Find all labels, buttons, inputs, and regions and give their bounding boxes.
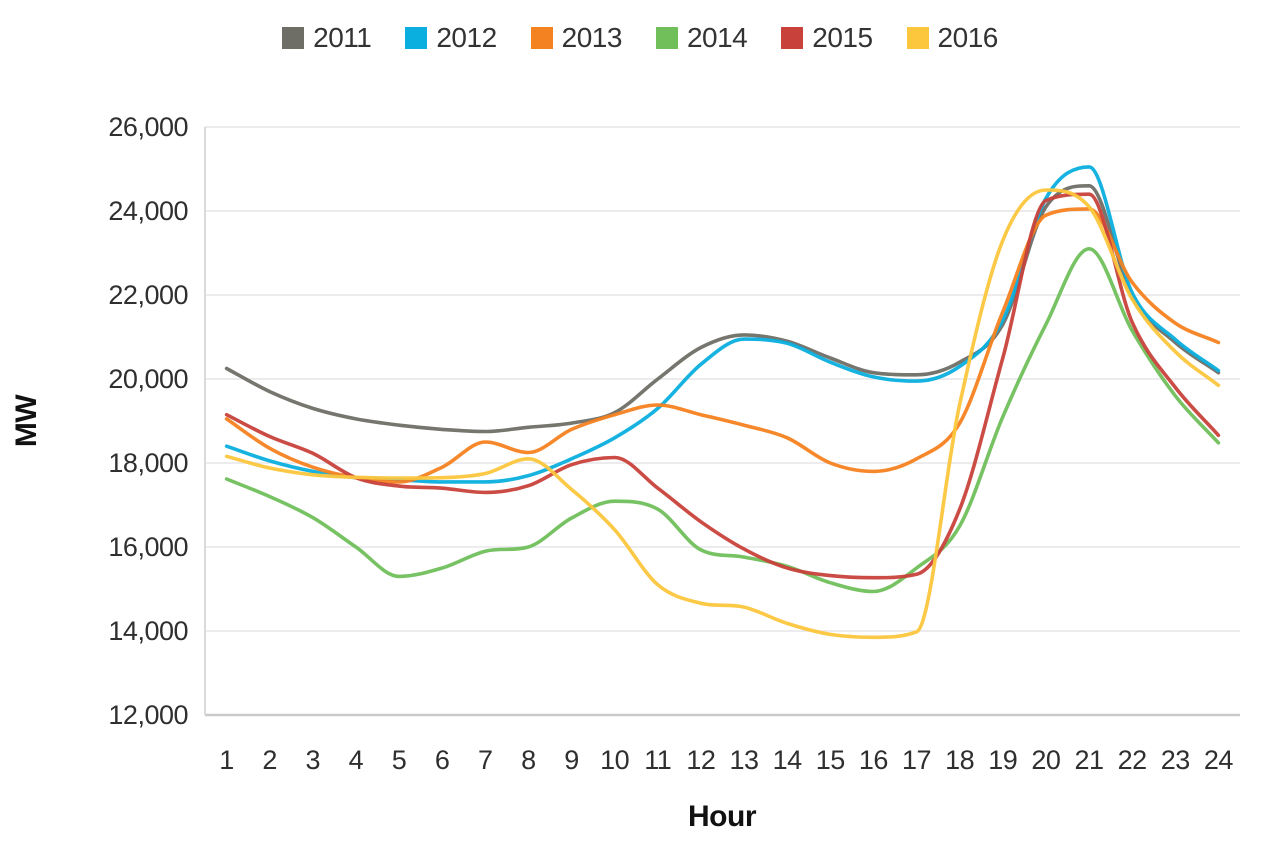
series-layer <box>224 165 1221 640</box>
legend-label: 2011 <box>313 22 372 53</box>
series-line-2016 <box>224 188 1221 640</box>
y-tick-label: 12,000 <box>108 700 188 730</box>
legend: 2011 2012 2013 2014 2015 2016 <box>0 22 1280 54</box>
x-tick-label: 20 <box>1031 745 1060 775</box>
tick-layer: 12,000 14,000 16,000 18,000 20,000 22,000 24,0… <box>108 112 1234 775</box>
x-tick-label: 15 <box>816 745 845 775</box>
x-tick-label: 22 <box>1118 745 1147 775</box>
legend-item-2015: 2015 <box>781 22 873 54</box>
x-tick-label: 16 <box>859 745 888 775</box>
legend-label: 2013 <box>561 22 623 53</box>
y-axis-title: MW <box>10 394 43 447</box>
x-tick-label: 6 <box>435 745 450 775</box>
x-tick-label: 12 <box>686 745 715 775</box>
series-line-2014 <box>224 247 1221 594</box>
x-tick-label: 17 <box>902 745 931 775</box>
x-tick-label: 2 <box>262 745 277 775</box>
series-line-2012 <box>224 165 1221 484</box>
legend-label: 2012 <box>436 22 497 53</box>
x-tick-label: 11 <box>644 745 671 775</box>
x-tick-label: 3 <box>306 745 321 775</box>
legend-item-2011: 2011 <box>282 22 372 54</box>
legend-label: 2016 <box>937 22 999 53</box>
y-tick-label: 16,000 <box>108 532 188 562</box>
x-tick-label: 23 <box>1161 745 1190 775</box>
y-tick-label: 18,000 <box>108 448 188 478</box>
x-tick-label: 7 <box>478 745 493 775</box>
x-tick-label: 1 <box>219 745 234 775</box>
legend-swatch-icon <box>530 27 553 49</box>
x-tick-label: 4 <box>349 745 364 775</box>
grid-layer <box>204 126 1240 717</box>
y-tick-label: 26,000 <box>108 112 188 142</box>
legend-item-2012: 2012 <box>405 22 497 54</box>
x-tick-label: 13 <box>730 745 759 775</box>
legend-item-2013: 2013 <box>530 22 623 54</box>
series-line-2015 <box>224 192 1221 580</box>
legend-swatch-icon <box>781 27 804 49</box>
series-line-2013 <box>224 207 1221 484</box>
legend-item-2016: 2016 <box>906 22 999 54</box>
legend-item-2014: 2014 <box>655 22 748 54</box>
x-tick-label: 21 <box>1075 745 1104 775</box>
legend-swatch-icon <box>282 27 305 49</box>
legend-swatch-icon <box>906 27 929 49</box>
x-tick-label: 24 <box>1204 745 1234 775</box>
x-tick-label: 18 <box>945 745 974 775</box>
x-tick-label: 9 <box>564 745 579 775</box>
legend-swatch-icon <box>405 27 428 49</box>
legend-label: 2015 <box>812 22 873 53</box>
y-tick-label: 22,000 <box>108 280 188 310</box>
x-tick-label: 14 <box>773 745 803 775</box>
legend-label: 2014 <box>686 22 748 53</box>
y-tick-label: 14,000 <box>108 616 188 646</box>
x-axis-title: Hour <box>688 800 757 833</box>
series-line-2011 <box>224 184 1221 434</box>
x-tick-label: 19 <box>988 745 1017 775</box>
y-tick-label: 20,000 <box>108 364 188 394</box>
legend-swatch-icon <box>655 27 678 49</box>
y-tick-label: 24,000 <box>108 196 188 226</box>
x-tick-label: 5 <box>392 745 407 775</box>
x-tick-label: 10 <box>600 745 629 775</box>
x-tick-label: 8 <box>521 745 536 775</box>
